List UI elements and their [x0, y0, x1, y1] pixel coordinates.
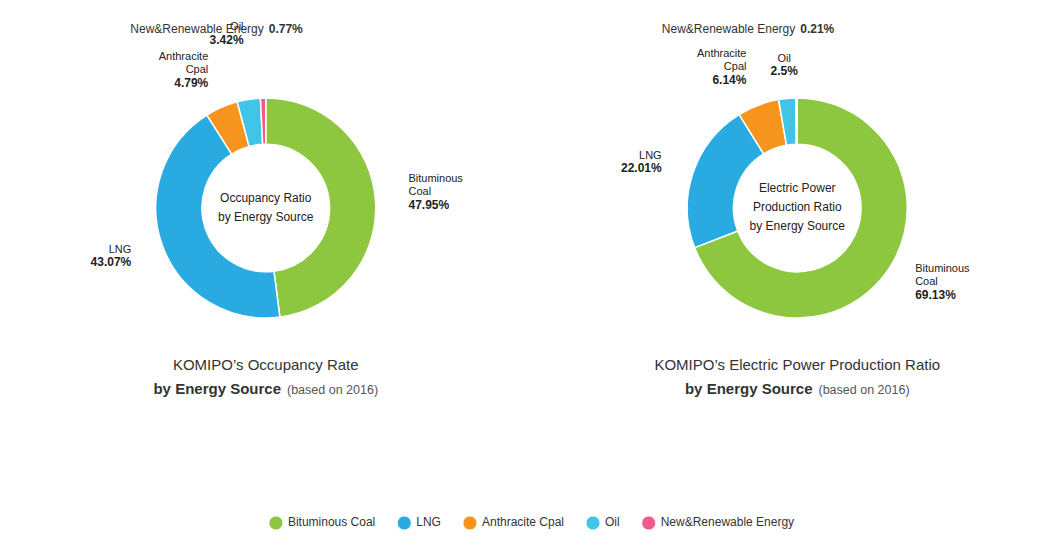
slice-name-line: Bituminous [408, 172, 463, 184]
data-label: 22.01% [621, 161, 662, 175]
legend-swatch [269, 516, 283, 530]
legend-swatch [586, 516, 600, 530]
data-label: 6.14% [712, 73, 746, 87]
slice-name-line: Oil [777, 52, 790, 64]
legend-swatch [397, 516, 411, 530]
legend-label: Anthracite Cpal [482, 515, 564, 529]
center-text-line: by Energy Source [218, 210, 314, 224]
center-text: Occupancy Ratio by Energy Source [218, 191, 314, 224]
center-text-line: Occupancy Ratio [220, 191, 312, 205]
slice-label: Oil2.5% [770, 52, 798, 79]
legend: Bituminous Coal LNG Anthracite Cpal Oil New&… [269, 515, 794, 530]
chart-title: KOMIPO’s Electric Power Production Ratio [654, 356, 940, 373]
legend-item: LNG [397, 515, 441, 530]
donut-chart: Electric Power Production Ratio by Energy … [621, 22, 970, 318]
slice [237, 98, 263, 146]
center-text-line: Production Ratio [753, 200, 842, 214]
chart-subtitle: by Energy Source (based on 2016) [153, 380, 378, 397]
slice [779, 98, 797, 145]
slice-name: BituminousCoal [408, 172, 463, 197]
slice-name: LNG [109, 243, 132, 255]
center-text-line: by Energy Source [750, 219, 846, 233]
legend-swatch [463, 516, 477, 530]
legend-item: New&Renewable Energy [642, 515, 794, 530]
slice-label: BituminousCoal69.13% [915, 262, 970, 302]
data-label: 69.13% [915, 288, 956, 302]
data-label: 2.5% [770, 64, 798, 78]
legend-item: Bituminous Coal [269, 515, 375, 530]
slice [266, 98, 376, 317]
slice-label: AnthraciteCpal6.14% [697, 47, 747, 87]
data-label: 43.07% [91, 255, 132, 269]
slice-name-line: Bituminous [915, 262, 970, 274]
slice-label: AnthraciteCpal4.79% [159, 50, 209, 90]
slice-label: LNG22.01% [621, 149, 662, 176]
slice-name-line: Cpal [186, 63, 209, 75]
data-label: 4.79% [174, 76, 208, 90]
legend-item: Oil [586, 515, 620, 530]
slice-name-line: Coal [408, 185, 431, 197]
legend-label: Bituminous Coal [288, 515, 375, 529]
legend-label: LNG [416, 515, 441, 529]
donut-chart: Occupancy Ratio by Energy Source Bituminou… [91, 20, 464, 318]
slice-name-line: Anthracite [697, 47, 747, 59]
slice-name-line: LNG [109, 243, 132, 255]
chart-title: KOMIPO’s Occupancy Rate [173, 356, 359, 373]
annotation-text: New&Renewable Energy [130, 22, 263, 36]
slices [156, 98, 376, 318]
slice-name-line: LNG [639, 149, 662, 161]
slice-name-line: Coal [915, 275, 938, 287]
slice-name: AnthraciteCpal [697, 47, 747, 72]
center-text-line: Electric Power [759, 181, 836, 195]
slice-name: AnthraciteCpal [159, 50, 209, 75]
subtitle-note: (based on 2016) [287, 383, 378, 397]
top-annotation: New&Renewable Energy 0.21% [662, 22, 835, 36]
slice-name-line: Anthracite [159, 50, 209, 62]
subtitle-main: by Energy Source [153, 380, 281, 397]
slice-name: BituminousCoal [915, 262, 970, 287]
data-label: 47.95% [408, 198, 449, 212]
legend-label: Oil [605, 515, 620, 529]
subtitle-main: by Energy Source [685, 380, 813, 397]
slice-name: LNG [639, 149, 662, 161]
annotation-text: New&Renewable Energy [662, 22, 795, 36]
slice-name: Oil [777, 52, 790, 64]
legend-label: New&Renewable Energy [661, 515, 794, 529]
annotation-value: 0.21% [800, 22, 834, 36]
slice [260, 98, 265, 144]
top-annotation: New&Renewable Energy 0.77% [130, 22, 303, 36]
slice-label: BituminousCoal47.95% [408, 172, 463, 212]
annotation-value: 0.77% [269, 22, 303, 36]
slice-name-line: Cpal [724, 60, 747, 72]
chart-subtitle: by Energy Source (based on 2016) [685, 380, 910, 397]
slice [796, 98, 797, 144]
slice-label: LNG43.07% [91, 243, 132, 270]
slices [687, 98, 907, 318]
chart-canvas: Occupancy Ratio by Energy Source Bituminou… [0, 0, 1063, 551]
center-text: Electric Power Production Ratio by Energy … [750, 181, 846, 233]
legend-item: Anthracite Cpal [463, 515, 564, 530]
legend-swatch [642, 516, 656, 530]
subtitle-note: (based on 2016) [819, 383, 910, 397]
